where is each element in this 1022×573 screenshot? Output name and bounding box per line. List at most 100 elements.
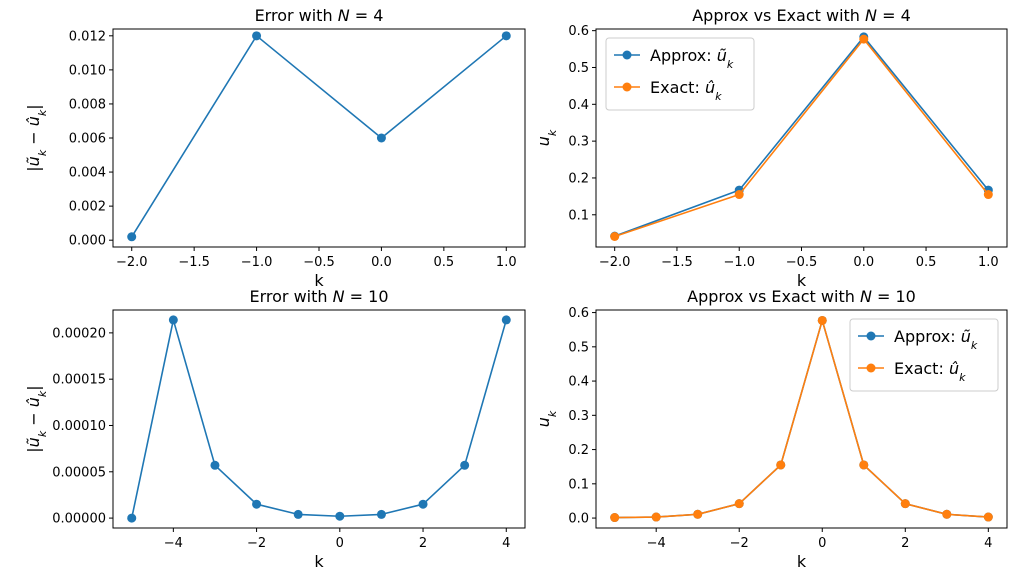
legend-marker <box>866 363 876 373</box>
y-tick-label: 0.006 <box>69 132 106 147</box>
chart-title: Error with N = 10 <box>249 287 388 306</box>
legend-marker <box>622 82 632 92</box>
series-line-1 <box>130 319 508 519</box>
y-tick-label: 0.1 <box>568 208 589 223</box>
chart-title: Approx vs Exact with N = 10 <box>687 287 916 306</box>
x-tick-label: −1.5 <box>661 255 693 270</box>
data-point <box>376 133 386 143</box>
x-tick-label: 2 <box>901 536 909 551</box>
data-point <box>942 509 952 519</box>
x-axis-label: k <box>314 552 324 571</box>
legend-marker <box>866 331 876 341</box>
x-tick-label: −0.5 <box>786 255 818 270</box>
legend: Approx: ũk Exact: ûk <box>849 318 999 392</box>
x-tick-label: 0 <box>336 536 344 551</box>
plot-frame <box>112 309 526 529</box>
series-line-2 <box>614 319 989 519</box>
x-tick-label: 1.0 <box>496 255 517 270</box>
legend-label: Approx: ũk <box>894 327 978 352</box>
y-tick-label: 0.004 <box>69 166 106 181</box>
x-tick-label: −0.5 <box>303 255 335 270</box>
y-tick-label: 0.2 <box>568 443 589 458</box>
series-line-2 <box>614 38 989 238</box>
legend-label: Approx: ũk <box>650 46 734 71</box>
x-tick-label: −1.0 <box>723 255 755 270</box>
chart-panel-3: Error with N = 10 −4 −2 0 2 4 0.00000 0.00005 0.… <box>24 287 526 571</box>
x-tick-label: 0.5 <box>916 255 937 270</box>
data-point <box>859 460 869 470</box>
x-tick-label: 0.0 <box>853 255 874 270</box>
x-tick-label: 4 <box>502 536 510 551</box>
chart-title: Approx vs Exact with N = 4 <box>692 6 911 25</box>
data-point <box>127 232 137 242</box>
y-tick-label: 0.4 <box>568 375 589 390</box>
x-tick-label: −1.0 <box>241 255 273 270</box>
data-point <box>693 509 703 519</box>
y-tick-label: 0.1 <box>568 477 589 492</box>
x-tick-label: −2 <box>247 536 266 551</box>
plot-frame <box>595 309 1008 529</box>
y-tick-label: 0.002 <box>69 200 106 215</box>
data-point <box>376 509 386 519</box>
legend-label: Exact: ûk <box>894 359 966 384</box>
y-tick-label: 0.00020 <box>52 326 106 341</box>
series-line-1 <box>614 36 989 237</box>
legend-label: Exact: ûk <box>650 78 722 103</box>
x-tick-label: 0 <box>818 536 826 551</box>
y-tick-label: 0.000 <box>69 234 106 249</box>
data-point <box>734 499 744 509</box>
y-tick-label: 0.00015 <box>52 373 106 388</box>
y-tick-label: 0.6 <box>568 24 589 39</box>
data-point <box>900 499 910 509</box>
data-point <box>127 513 137 523</box>
data-point <box>817 315 827 325</box>
chart-panel-1: Error with N = 4 −2.0 −1.5 −1.0 −0.5 0.0 0.5 1.… <box>24 6 526 290</box>
data-point <box>252 499 262 509</box>
x-tick-label: −1.5 <box>178 255 210 270</box>
data-point <box>610 513 620 523</box>
x-tick-label: −2 <box>730 536 749 551</box>
data-point <box>501 315 511 325</box>
y-tick-label: 0.6 <box>568 306 589 321</box>
x-tick-label: 1.0 <box>978 255 999 270</box>
y-tick-label: 0.4 <box>568 98 589 113</box>
data-point <box>210 460 220 470</box>
y-tick-label: 0.00000 <box>52 512 106 527</box>
y-axis-label: uk <box>534 410 559 427</box>
y-axis-label: |ũk − ûk| <box>24 385 49 452</box>
x-tick-label: 2 <box>419 536 427 551</box>
y-tick-label: 0.5 <box>568 340 589 355</box>
y-tick-label: 0.0 <box>568 512 589 527</box>
y-tick-label: 0.3 <box>568 135 589 150</box>
plot-frame <box>112 28 526 248</box>
y-tick-label: 0.010 <box>69 63 106 78</box>
chart-panel-2: Approx vs Exact with N = 4 −2.0 −1.5 −1.0 −0… <box>534 6 1008 290</box>
data-point <box>734 190 744 200</box>
data-point <box>460 460 470 470</box>
x-tick-label: −2.0 <box>599 255 631 270</box>
x-axis-label: k <box>314 271 324 290</box>
y-tick-label: 0.5 <box>568 61 589 76</box>
x-tick-label: −4 <box>164 536 183 551</box>
y-axis-label: uk <box>534 129 559 146</box>
series-line-1 <box>131 35 507 238</box>
legend: Approx: ũk Exact: ûk <box>605 37 755 111</box>
y-tick-label: 0.2 <box>568 171 589 186</box>
legend-box <box>605 37 755 111</box>
y-tick-label: 0.012 <box>69 29 106 44</box>
data-point <box>651 512 661 522</box>
x-tick-label: 4 <box>984 536 992 551</box>
data-point <box>983 512 993 522</box>
data-point <box>335 511 345 521</box>
x-axis-label: k <box>797 552 807 571</box>
chart-panel-4: Approx vs Exact with N = 10 −4 −2 0 2 4 0.0 0.1… <box>534 287 1008 571</box>
y-tick-label: 0.00005 <box>52 465 106 480</box>
y-tick-label: 0.3 <box>568 409 589 424</box>
data-point <box>983 190 993 200</box>
data-point <box>293 509 303 519</box>
data-point <box>168 315 178 325</box>
x-tick-label: 0.0 <box>371 255 392 270</box>
data-point <box>610 232 620 242</box>
x-axis-label: k <box>797 271 807 290</box>
